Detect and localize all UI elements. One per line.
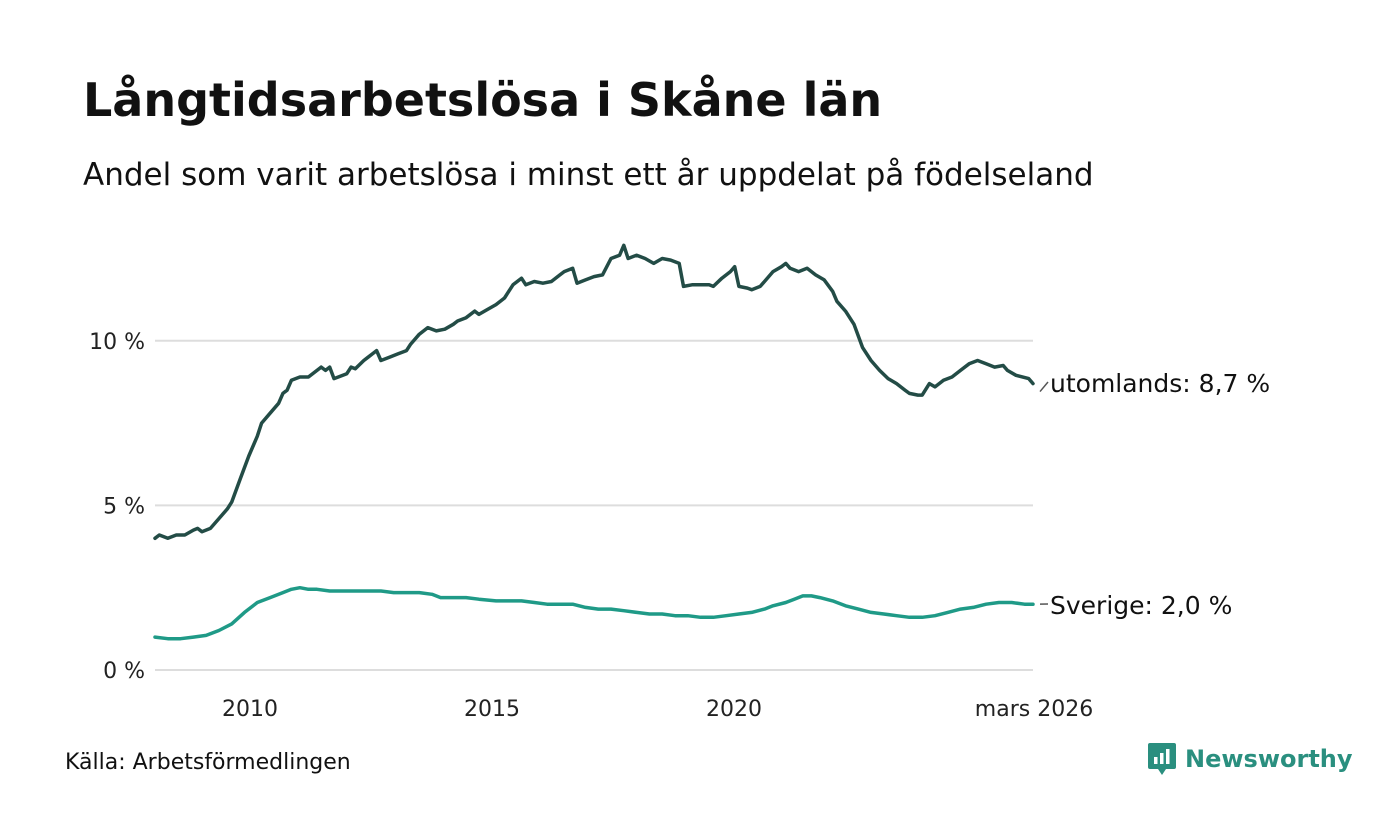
end-label-utomlands: utomlands: 8,7 % [1050,369,1270,398]
grid [155,339,1033,671]
end-label-connector [1039,381,1049,393]
source-note: Källa: Arbetsförmedlingen [65,750,351,775]
brand-logo[interactable]: Newsworthy [1147,742,1353,776]
newsworthy-logo-icon [1148,743,1176,775]
chart-title: Långtidsarbetslösa i Skåne län [83,73,883,127]
x-tick-label: mars 2026 [975,697,1093,722]
y-tick-label: 0 % [103,659,145,684]
end-label-sverige: Sverige: 2,0 % [1050,591,1232,620]
x-axis: 2010 2015 2020 mars 2026 [222,697,1093,722]
x-tick-label: 2015 [464,697,520,722]
series-end-labels: utomlands: 8,7 % Sverige: 2,0 % [1039,369,1270,620]
series-line-utomlands [153,243,1035,541]
x-tick-label: 2020 [706,697,762,722]
series-line-sverige [153,585,1035,641]
chart-subtitle: Andel som varit arbetslösa i minst ett å… [83,157,1094,193]
x-tick-label: 2010 [222,697,278,722]
y-tick-label: 10 % [89,330,145,355]
brand-name: Newsworthy [1185,745,1353,773]
series [153,243,1035,641]
y-tick-label: 5 % [103,494,145,519]
y-axis: 0 % 5 % 10 % [89,330,145,684]
